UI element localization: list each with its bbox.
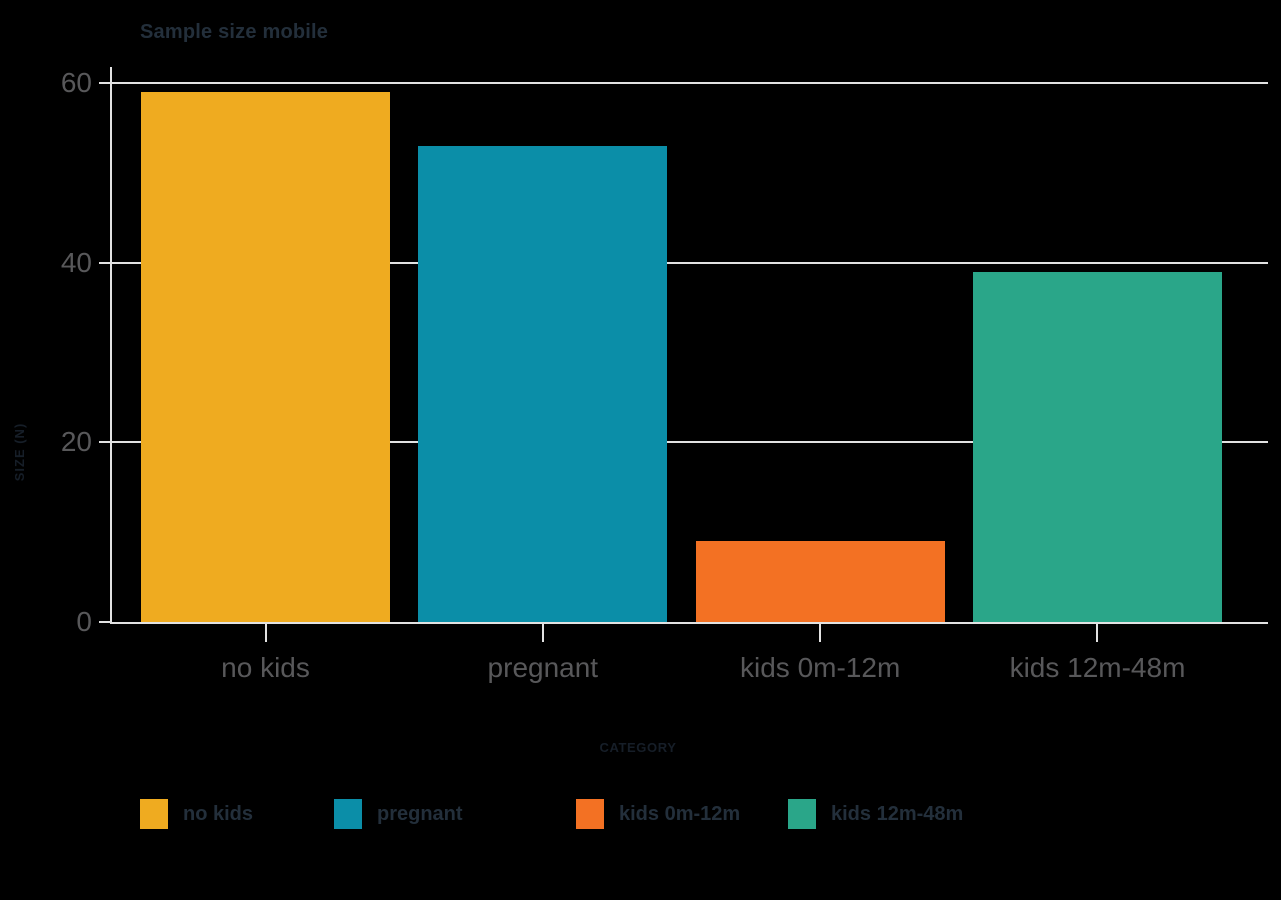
gridline-y-40	[110, 261, 1268, 264]
legend-swatch-kids-0m-12m	[576, 799, 604, 829]
y-tick-mark	[99, 82, 110, 84]
gridline-y-20	[110, 441, 1268, 444]
legend-label: kids 12m-48m	[831, 803, 964, 825]
y-axis-line	[110, 67, 112, 624]
legend-label: no kids	[183, 803, 254, 825]
legend-swatch-kids-12m-48m	[788, 799, 816, 829]
legend-label: kids 0m-12m	[619, 803, 741, 825]
legend-swatch-pregnant	[334, 799, 362, 829]
y-tick-label: 0	[76, 606, 92, 637]
bar-kids-0m-12m	[695, 541, 945, 622]
gridline-y-60	[110, 82, 1268, 84]
x-tick-label: pregnant	[487, 652, 599, 683]
bar-pregnant	[418, 145, 668, 622]
x-tick-label: no kids	[221, 652, 310, 683]
y-tick-label: 40	[60, 246, 92, 278]
y-tick-label: 60	[60, 67, 92, 98]
y-tick-label: 20	[60, 426, 92, 458]
y-tick-mark	[99, 621, 110, 623]
x-tick-label: kids 0m-12m	[740, 652, 901, 683]
x-tick-mark	[264, 624, 267, 642]
y-tick-mark	[99, 261, 110, 264]
x-tick-label: kids 12m-48m	[1009, 652, 1186, 683]
bar-kids-12m-48m	[972, 271, 1222, 622]
legend-swatch-no-kids	[140, 799, 168, 829]
bar-no-kids	[141, 91, 390, 622]
legend-label: pregnant	[377, 803, 463, 825]
y-tick-mark	[99, 441, 110, 444]
x-tick-mark	[819, 624, 822, 642]
x-axis-title: CATEGORY	[599, 740, 677, 755]
x-tick-mark	[541, 624, 544, 642]
chart-title: Sample size mobile	[140, 21, 329, 43]
x-axis-line	[110, 622, 1268, 624]
x-tick-mark	[1096, 624, 1099, 642]
